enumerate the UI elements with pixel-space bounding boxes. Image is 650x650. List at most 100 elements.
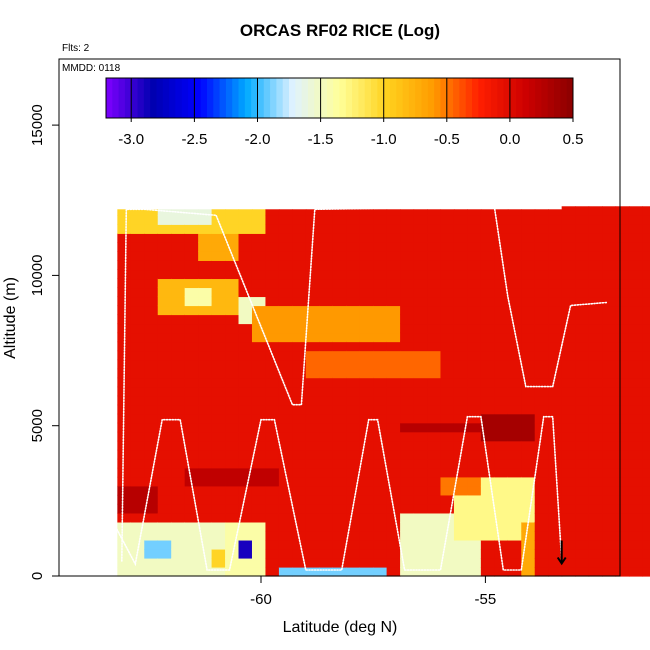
y-axis-tick-label: 5000 [29, 409, 46, 442]
heatmap-cell [602, 368, 617, 379]
heatmap-cell [467, 323, 482, 334]
heatmap-cell [628, 566, 644, 577]
heatmap-cell [521, 431, 536, 442]
heatmap-cell [198, 305, 213, 316]
heatmap-cell [507, 332, 522, 343]
heatmap-cell [130, 494, 145, 505]
heatmap-cell [359, 512, 374, 523]
heatmap-cell [238, 359, 253, 370]
heatmap-cell [265, 566, 280, 577]
heatmap-cell [588, 269, 603, 280]
heatmap-cell [507, 485, 522, 496]
heatmap-cell [628, 503, 644, 514]
colorbar-swatch [465, 78, 473, 118]
heatmap-cell [305, 278, 320, 289]
heatmap-cell [346, 296, 361, 307]
heatmap-cell [332, 431, 347, 442]
heatmap-cell [157, 323, 172, 334]
flight-tracks [112, 205, 608, 571]
heatmap-cell [198, 512, 213, 523]
heatmap-cell [507, 224, 522, 234]
heatmap-cell [615, 566, 630, 577]
track-end-arrowhead [556, 556, 567, 566]
heatmap-cell [427, 548, 442, 559]
heatmap-cell [467, 332, 482, 343]
colorbar-swatch [389, 78, 397, 118]
heatmap-cell [413, 476, 428, 487]
heatmap-cell [521, 260, 536, 271]
heatmap-cell [346, 539, 361, 550]
heatmap-cell [332, 386, 347, 397]
heatmap-cell [628, 278, 644, 289]
heatmap-cell [628, 449, 644, 460]
heatmap-cell [575, 368, 590, 379]
heatmap-cell [251, 233, 267, 243]
heatmap-cell [251, 566, 267, 577]
heatmap-cell [507, 404, 522, 415]
heatmap-cell [238, 305, 253, 316]
heatmap-cell [467, 512, 482, 523]
heatmap-cell [359, 386, 374, 397]
heatmap-cell [561, 224, 576, 234]
heatmap-cell [615, 404, 630, 415]
heatmap-cell [157, 359, 172, 370]
heatmap-cell [305, 413, 320, 424]
heatmap-cell [373, 557, 388, 568]
heatmap-cell [494, 314, 509, 325]
heatmap-cell [184, 521, 199, 532]
heatmap-cell [548, 512, 563, 523]
heatmap-cell [359, 458, 374, 469]
heatmap-cell [628, 233, 644, 243]
heatmap-cell [548, 350, 563, 361]
heatmap-cell [467, 350, 482, 361]
x-axis-tick-label: -55 [475, 591, 497, 608]
heatmap-cell [292, 566, 307, 577]
colorbar-swatch [118, 78, 126, 118]
heatmap-cell [588, 350, 603, 361]
heatmap-cell [427, 521, 442, 532]
heatmap-cell [615, 422, 630, 433]
heatmap-cell [184, 449, 199, 460]
heatmap-cell [359, 503, 374, 514]
heatmap-cell [467, 215, 482, 225]
heatmap-cell [211, 359, 226, 370]
heatmap-cell [534, 530, 549, 541]
heatmap-cell [427, 323, 442, 334]
heatmap-cell [292, 368, 307, 379]
heatmap-cell [534, 242, 549, 252]
heatmap-cell [319, 458, 334, 469]
heatmap-cell [319, 209, 334, 216]
heatmap-cell [521, 521, 536, 532]
heatmap-cell [251, 323, 267, 334]
heatmap-cell [198, 458, 213, 469]
heatmap-cell [453, 215, 468, 225]
heatmap-cell [480, 521, 495, 532]
heatmap-cell [588, 521, 603, 532]
heatmap-cell [548, 269, 563, 280]
heatmap-cell [628, 521, 644, 532]
heatmap-cell [305, 305, 320, 316]
heatmap-cell [575, 386, 590, 397]
heatmap-cell [359, 395, 374, 406]
heatmap-cell [628, 260, 644, 271]
flights-note: Flts: 2 [62, 43, 90, 54]
heatmap-cell [467, 494, 482, 505]
heatmap-cell [171, 332, 186, 343]
heatmap-cell [144, 323, 159, 334]
heatmap-cell [265, 422, 280, 433]
heatmap-cell [373, 242, 388, 252]
heatmap-cell [144, 251, 159, 261]
heatmap-cell [534, 566, 549, 577]
heatmap-cell [278, 209, 293, 216]
heatmap-cell [615, 512, 630, 523]
heatmap-cell [251, 260, 267, 271]
heatmap-cell [453, 296, 468, 307]
heatmap-cell [413, 530, 428, 541]
heatmap-cell [413, 485, 428, 496]
heatmap-cell [642, 557, 650, 568]
heatmap-cell [507, 449, 522, 460]
heatmap-cell [117, 476, 132, 487]
heatmap-cell [211, 296, 226, 307]
heatmap-cell [534, 377, 549, 388]
heatmap-cell [628, 359, 644, 370]
